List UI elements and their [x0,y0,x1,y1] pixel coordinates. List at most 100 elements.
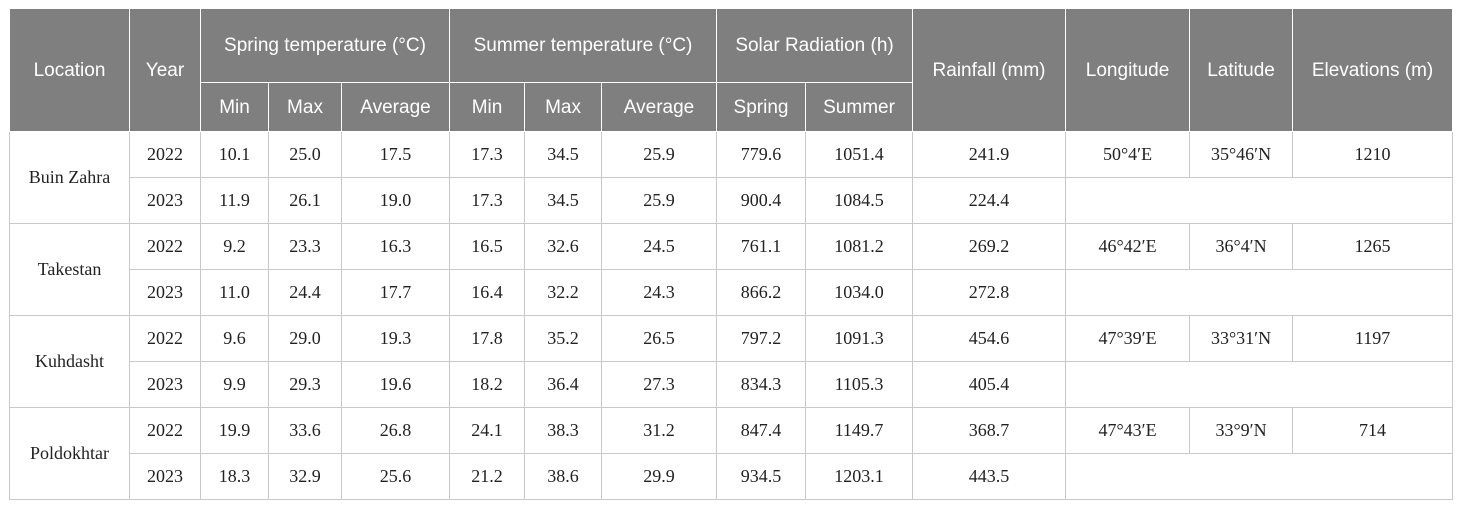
location-cell: Buin Zahra [9,131,130,224]
year-cell: 2022 [129,131,201,178]
summer-min-cell: 18.2 [449,361,526,408]
header-summer-temperature: Summer temperature (°C) [449,8,718,83]
summer-average-cell: 25.9 [601,177,718,224]
spring-average-cell: 17.5 [340,131,451,178]
climate-table-container: Location Year Spring temperature (°C) Su… [9,8,1454,500]
summer-max-cell: 34.5 [524,177,603,224]
location-cell: Poldokhtar [9,407,130,500]
table-header: Location Year Spring temperature (°C) Su… [9,8,1454,132]
spring-max-cell: 24.4 [268,269,342,316]
spring-max-cell: 26.1 [268,177,342,224]
summer-max-cell: 32.2 [524,269,603,316]
header-summer-average: Average [601,82,718,132]
header-spring-temperature: Spring temperature (°C) [199,8,451,83]
summer-max-cell: 32.6 [524,223,603,270]
spring-max-cell: 25.0 [268,131,342,178]
header-solar-summer: Summer [805,82,914,132]
year-cell: 2023 [129,453,201,500]
latitude-cell: 35°46′N [1189,131,1294,178]
solar-summer-cell: 1081.2 [805,223,914,270]
table-body: Buin Zahra 2022 10.1 25.0 17.5 17.3 34.5… [9,131,1454,500]
solar-spring-cell: 761.1 [716,223,807,270]
summer-max-cell: 34.5 [524,131,603,178]
year-cell: 2023 [129,361,201,408]
spring-min-cell: 9.9 [200,361,269,408]
summer-average-cell: 27.3 [601,361,718,408]
table-row: Takestan 2022 9.2 23.3 16.3 16.5 32.6 24… [9,223,1454,316]
header-elevations: Elevations (m) [1292,8,1454,132]
elevation-cell: 1265 [1292,223,1454,270]
header-solar-radiation: Solar Radiation (h) [716,8,914,83]
table-row: 2023 11.9 26.1 19.0 17.3 34.5 25.9 900.4… [10,177,1454,224]
latitude-cell: 33°9′N [1189,407,1294,454]
header-spring-max: Max [268,82,342,132]
spring-average-cell: 17.7 [340,269,451,316]
elevation-cell: 1197 [1292,315,1454,362]
summer-min-cell: 16.4 [449,269,526,316]
year-cell: 2023 [129,177,201,224]
elevation-cell: 714 [1292,407,1454,454]
spring-average-cell: 19.0 [340,177,451,224]
longitude-cell: 46°42′E [1065,223,1191,270]
solar-spring-cell: 779.6 [716,131,807,178]
solar-summer-cell: 1084.5 [805,177,914,224]
summer-average-cell: 24.3 [601,269,718,316]
year-cell: 2022 [129,315,201,362]
solar-summer-cell: 1105.3 [805,361,914,408]
summer-min-cell: 24.1 [449,407,526,454]
table-row: 2023 9.9 29.3 19.6 18.2 36.4 27.3 834.3 … [10,361,1454,408]
summer-min-cell: 17.3 [449,177,526,224]
solar-spring-cell: 866.2 [716,269,807,316]
solar-summer-cell: 1203.1 [805,453,914,500]
solar-summer-cell: 1149.7 [805,407,914,454]
summer-average-cell: 31.2 [601,407,718,454]
solar-spring-cell: 797.2 [716,315,807,362]
solar-spring-cell: 934.5 [716,453,807,500]
latitude-cell: 33°31′N [1189,315,1294,362]
spring-max-cell: 23.3 [268,223,342,270]
longitude-cell: 47°39′E [1065,315,1191,362]
longitude-cell: 47°43′E [1065,407,1191,454]
rainfall-cell: 224.4 [912,177,1067,224]
header-summer-min: Min [449,82,526,132]
header-solar-spring: Spring [716,82,807,132]
location-cell: Takestan [9,223,130,316]
summer-max-cell: 36.4 [524,361,603,408]
latitude-cell: 36°4′N [1189,223,1294,270]
spring-max-cell: 32.9 [268,453,342,500]
rainfall-cell: 272.8 [912,269,1067,316]
empty-cell [1065,269,1454,316]
header-latitude: Latitude [1189,8,1294,132]
year-cell: 2022 [129,407,201,454]
summer-min-cell: 17.3 [449,131,526,178]
summer-min-cell: 17.8 [449,315,526,362]
rainfall-cell: 443.5 [912,453,1067,500]
summer-min-cell: 16.5 [449,223,526,270]
spring-max-cell: 29.0 [268,315,342,362]
rainfall-cell: 368.7 [912,407,1067,454]
table-row: 2023 11.0 24.4 17.7 16.4 32.2 24.3 866.2… [10,269,1454,316]
spring-min-cell: 19.9 [200,407,269,454]
rainfall-cell: 454.6 [912,315,1067,362]
header-rainfall: Rainfall (mm) [912,8,1067,132]
solar-spring-cell: 900.4 [716,177,807,224]
spring-min-cell: 11.0 [200,269,269,316]
summer-average-cell: 25.9 [601,131,718,178]
table-row: Kuhdasht 2022 9.6 29.0 19.3 17.8 35.2 26… [9,315,1454,408]
rainfall-cell: 269.2 [912,223,1067,270]
spring-average-cell: 19.6 [340,361,451,408]
longitude-cell: 50°4′E [1065,131,1191,178]
spring-min-cell: 18.3 [200,453,269,500]
header-year: Year [129,8,201,132]
header-spring-min: Min [200,82,269,132]
header-longitude: Longitude [1065,8,1191,132]
summer-max-cell: 38.6 [524,453,603,500]
year-cell: 2022 [129,223,201,270]
summer-max-cell: 38.3 [524,407,603,454]
spring-average-cell: 26.8 [340,407,451,454]
spring-min-cell: 11.9 [200,177,269,224]
solar-spring-cell: 847.4 [716,407,807,454]
location-cell: Kuhdasht [9,315,130,408]
elevation-cell: 1210 [1292,131,1454,178]
summer-average-cell: 24.5 [601,223,718,270]
